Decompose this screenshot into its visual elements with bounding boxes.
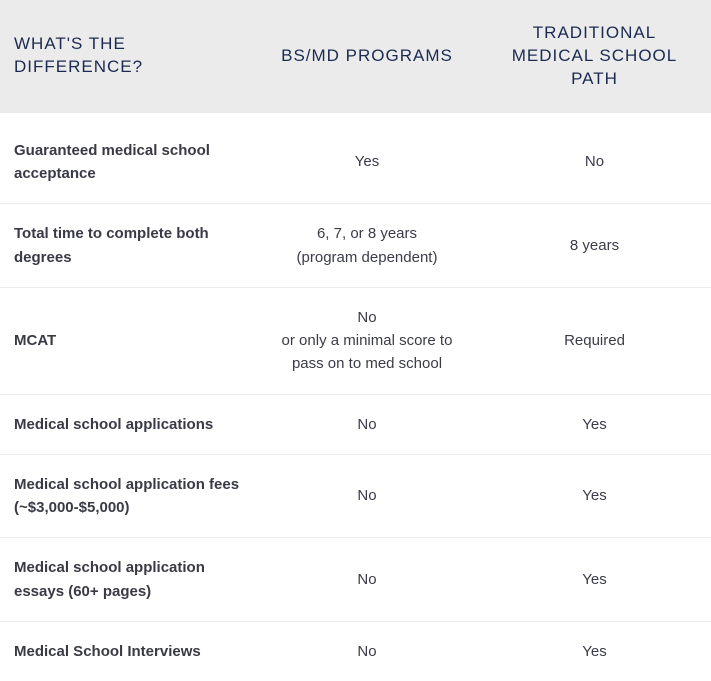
table-header: WHAT'S THE DIFFERENCE? BS/MD PROGRAMS TR… <box>0 0 711 113</box>
header-col3: TRADITIONAL MEDICAL SCHOOL PATH <box>478 0 711 113</box>
row-label: MCAT <box>0 287 256 394</box>
row-cell-bsmd: Yes <box>256 113 478 204</box>
row-cell-bsmd: No <box>256 394 478 454</box>
table-row: MCAT Noor only a minimal score to pass o… <box>0 287 711 394</box>
header-col1: WHAT'S THE DIFFERENCE? <box>0 0 256 113</box>
table-row: Medical School Interviews No Yes <box>0 621 711 681</box>
row-label: Medical School Interviews <box>0 621 256 681</box>
row-cell-traditional: Yes <box>478 621 711 681</box>
row-cell-bsmd: No <box>256 454 478 538</box>
row-cell-traditional: No <box>478 113 711 204</box>
table-row: Medical school application fees (~$3,000… <box>0 454 711 538</box>
table-row: Medical school applications No Yes <box>0 394 711 454</box>
row-label: Medical school application fees (~$3,000… <box>0 454 256 538</box>
comparison-table: WHAT'S THE DIFFERENCE? BS/MD PROGRAMS TR… <box>0 0 711 681</box>
row-cell-traditional: Required <box>478 287 711 394</box>
row-cell-bsmd: No <box>256 538 478 622</box>
row-label: Medical school application essays (60+ p… <box>0 538 256 622</box>
header-col2: BS/MD PROGRAMS <box>256 0 478 113</box>
row-cell-bsmd: No <box>256 621 478 681</box>
table-row: Medical school application essays (60+ p… <box>0 538 711 622</box>
row-cell-bsmd: Noor only a minimal score to pass on to … <box>256 287 478 394</box>
table-row: Total time to complete both degrees 6, 7… <box>0 204 711 288</box>
table-body: Guaranteed medical school acceptance Yes… <box>0 113 711 681</box>
row-label: Medical school applications <box>0 394 256 454</box>
row-label: Guaranteed medical school acceptance <box>0 113 256 204</box>
row-cell-traditional: Yes <box>478 394 711 454</box>
row-cell-bsmd: 6, 7, or 8 years(program dependent) <box>256 204 478 288</box>
row-cell-traditional: 8 years <box>478 204 711 288</box>
row-cell-traditional: Yes <box>478 538 711 622</box>
row-label: Total time to complete both degrees <box>0 204 256 288</box>
table-row: Guaranteed medical school acceptance Yes… <box>0 113 711 204</box>
row-cell-traditional: Yes <box>478 454 711 538</box>
